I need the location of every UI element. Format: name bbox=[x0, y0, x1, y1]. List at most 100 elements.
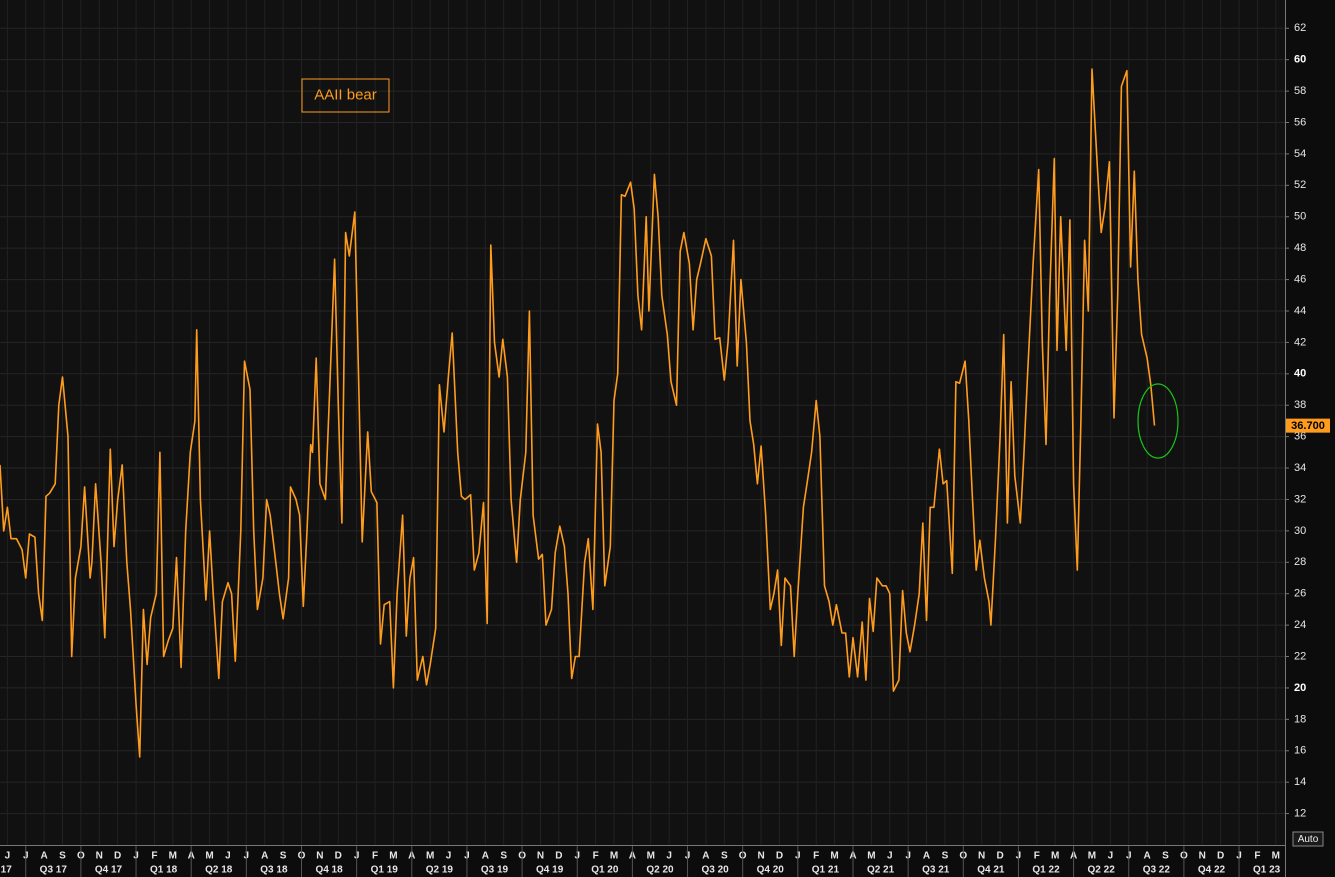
y-tick-label: 28 bbox=[1294, 556, 1306, 568]
x-tick-label: M bbox=[1088, 851, 1096, 862]
auto-button-label[interactable]: Auto bbox=[1298, 834, 1319, 845]
quarter-label: Q3 21 bbox=[922, 865, 950, 876]
x-tick-label: A bbox=[41, 851, 48, 862]
x-tick-label: S bbox=[942, 851, 949, 862]
series-layer bbox=[0, 68, 1156, 758]
y-tick-label: 34 bbox=[1294, 462, 1306, 474]
y-tick-label: 16 bbox=[1294, 745, 1306, 757]
x-tick-label: S bbox=[59, 851, 66, 862]
x-tick-label: A bbox=[1144, 851, 1151, 862]
x-tick-label: D bbox=[555, 851, 562, 862]
x-tick-label: N bbox=[537, 851, 544, 862]
y-tick-label: 22 bbox=[1294, 650, 1306, 662]
quarter-label: Q4 19 bbox=[536, 865, 564, 876]
x-tick-label: N bbox=[757, 851, 764, 862]
quarter-label: Q1 22 bbox=[1032, 865, 1060, 876]
x-tick-label: M bbox=[389, 851, 397, 862]
y-tick-label: 48 bbox=[1294, 242, 1306, 254]
quarter-label: Q2 17 bbox=[0, 865, 12, 876]
x-tick-label: S bbox=[721, 851, 728, 862]
quarter-label: Q1 20 bbox=[591, 865, 619, 876]
y-tick-label: 62 bbox=[1294, 22, 1306, 34]
x-tick-label: M bbox=[1051, 851, 1059, 862]
x-tick-label: D bbox=[996, 851, 1003, 862]
x-tick-label: D bbox=[114, 851, 121, 862]
y-tick-label: 44 bbox=[1294, 305, 1306, 317]
x-tick-label: S bbox=[500, 851, 507, 862]
y-tick-label: 18 bbox=[1294, 713, 1306, 725]
x-tick-label: J bbox=[5, 851, 11, 862]
y-tick-label: 20 bbox=[1294, 682, 1306, 694]
quarter-label: Q4 20 bbox=[757, 865, 785, 876]
x-tick-label: M bbox=[830, 851, 838, 862]
quarter-label: Q1 23 bbox=[1253, 865, 1281, 876]
x-tick-label: F bbox=[1254, 851, 1260, 862]
highlight-ellipse bbox=[1137, 383, 1179, 459]
x-tick-label: J bbox=[666, 851, 672, 862]
y-tick-label: 38 bbox=[1294, 399, 1306, 411]
x-tick-label: N bbox=[316, 851, 323, 862]
x-tick-label: D bbox=[776, 851, 783, 862]
y-tick-label: 46 bbox=[1294, 273, 1306, 285]
x-tick-label: A bbox=[482, 851, 489, 862]
x-tick-label: N bbox=[978, 851, 985, 862]
x-tick-label: A bbox=[261, 851, 268, 862]
x-tick-label: M bbox=[610, 851, 618, 862]
y-tick-label: 42 bbox=[1294, 336, 1306, 348]
y-tick-label: 12 bbox=[1294, 807, 1306, 819]
quarter-label: Q3 22 bbox=[1143, 865, 1171, 876]
y-tick-label: 52 bbox=[1294, 179, 1306, 191]
quarter-label: Q3 17 bbox=[40, 865, 68, 876]
x-tick-label: M bbox=[867, 851, 875, 862]
x-tick-label: F bbox=[1034, 851, 1040, 862]
y-tick-label: 60 bbox=[1294, 54, 1306, 66]
quarter-label: Q4 21 bbox=[977, 865, 1005, 876]
y-tick-label: 36 bbox=[1294, 431, 1306, 443]
quarter-label: Q4 18 bbox=[315, 865, 343, 876]
x-tick-label: N bbox=[96, 851, 103, 862]
line-series bbox=[0, 68, 1156, 758]
legend-box bbox=[301, 78, 390, 113]
quarter-label: Q1 21 bbox=[812, 865, 840, 876]
x-tick-label: N bbox=[1199, 851, 1206, 862]
last-value-tag bbox=[1286, 418, 1330, 433]
quarter-label: Q4 17 bbox=[95, 865, 123, 876]
last-value-label: 36.700 bbox=[1291, 420, 1325, 432]
x-tick-label: S bbox=[280, 851, 287, 862]
quarter-label: Q2 18 bbox=[205, 865, 233, 876]
quarter-label: Q1 19 bbox=[371, 865, 399, 876]
quarter-label: Q3 20 bbox=[701, 865, 729, 876]
y-tick-label: 24 bbox=[1294, 619, 1306, 631]
y-tick-label: 32 bbox=[1294, 493, 1306, 505]
legend-label: AAII bear bbox=[314, 86, 377, 103]
y-tick-label: 40 bbox=[1294, 368, 1306, 380]
quarter-label: Q2 20 bbox=[646, 865, 674, 876]
x-tick-label: J bbox=[446, 851, 452, 862]
quarter-label: Q2 21 bbox=[867, 865, 895, 876]
quarter-label: Q2 19 bbox=[426, 865, 454, 876]
y-tick-label: 56 bbox=[1294, 116, 1306, 128]
x-tick-label: F bbox=[372, 851, 378, 862]
x-tick-label: M bbox=[647, 851, 655, 862]
x-tick-label: D bbox=[335, 851, 342, 862]
x-tick-label: F bbox=[151, 851, 157, 862]
quarter-label: Q3 19 bbox=[481, 865, 509, 876]
plot-area bbox=[0, 0, 1285, 845]
quarter-label: Q2 22 bbox=[1088, 865, 1116, 876]
auto-button[interactable] bbox=[1292, 831, 1324, 847]
x-tick-label: A bbox=[702, 851, 709, 862]
x-tick-label: M bbox=[1272, 851, 1280, 862]
quarter-label: Q4 22 bbox=[1198, 865, 1226, 876]
x-tick-label: J bbox=[1108, 851, 1114, 862]
x-tick-label: S bbox=[1162, 851, 1169, 862]
x-tick-label: M bbox=[205, 851, 213, 862]
axes: 12 14 16 18 20 22 24 26 28 30 32 34 36 38 40 42 44 46 48 50… bbox=[0, 22, 1330, 877]
y-tick-label: 30 bbox=[1294, 525, 1306, 537]
x-tick-label: F bbox=[593, 851, 599, 862]
x-tick-label: A bbox=[923, 851, 930, 862]
y-tick-label: 58 bbox=[1294, 85, 1306, 97]
x-tick-label: D bbox=[1217, 851, 1224, 862]
quarter-label: Q3 18 bbox=[260, 865, 288, 876]
y-tick-label: 26 bbox=[1294, 588, 1306, 600]
